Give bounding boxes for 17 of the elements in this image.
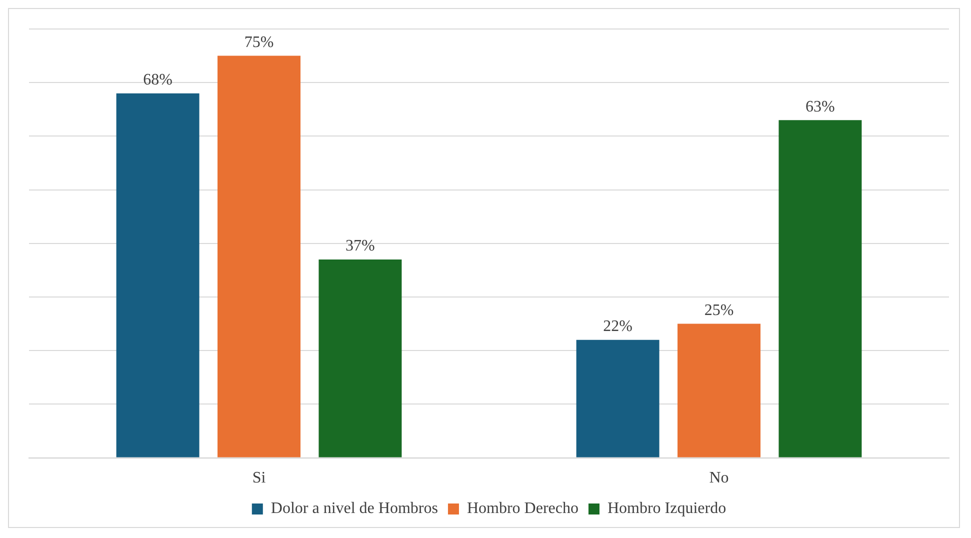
bar <box>576 340 660 458</box>
data-label: 75% <box>244 34 274 52</box>
bar <box>778 120 862 458</box>
data-label: 22% <box>603 318 632 336</box>
bar <box>116 93 200 458</box>
x-tick-label: Si <box>252 470 266 487</box>
data-label: 68% <box>143 72 172 89</box>
legend-label: Hombro Izquierdo <box>607 500 726 518</box>
x-tick-label: No <box>709 470 729 487</box>
legend-label: Hombro Derecho <box>466 500 578 518</box>
bar <box>218 56 300 458</box>
legend-label: Dolor a nivel de Hombros <box>270 500 438 518</box>
bar <box>318 259 402 458</box>
data-label: 63% <box>806 98 835 116</box>
data-label: 25% <box>704 302 734 320</box>
data-label: 37% <box>346 238 375 255</box>
bar <box>678 324 760 458</box>
